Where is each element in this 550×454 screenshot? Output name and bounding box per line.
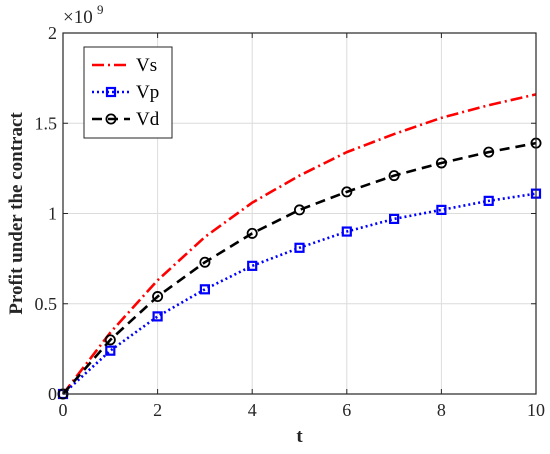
legend-entry-Vs: Vs: [92, 55, 157, 76]
series-Vd: [57, 137, 542, 400]
data-point-Vd: [388, 170, 400, 182]
series-line-Vs: [61, 93, 537, 395]
x-axis-label: t: [296, 426, 303, 447]
tick-marks: [62, 32, 537, 395]
legend-label: Vp: [136, 82, 159, 103]
tick-labels: 0 2 4 6 8 10 0 0.5 1 1.5 2: [35, 23, 546, 420]
data-point-Vd: [152, 291, 164, 303]
y-exponent-power: 9: [97, 2, 104, 17]
legend-marker: [105, 86, 117, 98]
series-Vp: [57, 188, 542, 400]
data-point-Vp: [294, 242, 305, 253]
data-point-Vd: [341, 186, 353, 198]
legend-label: Vs: [136, 55, 157, 76]
x-tick-label: 6: [342, 400, 351, 420]
legend-label: Vd: [136, 109, 160, 130]
data-point-Vp: [152, 311, 163, 322]
y-tick-label: 2: [48, 23, 57, 43]
y-tick-label: 1: [48, 204, 57, 224]
series-line-Vp: [62, 192, 537, 395]
x-tick-label: 2: [153, 400, 162, 420]
data-point-Vd: [104, 334, 116, 346]
series-layer: [57, 93, 542, 400]
data-point-Vd: [199, 256, 211, 268]
data-point-Vd: [435, 157, 447, 169]
y-axis-exponent: ×10 9: [63, 2, 104, 28]
data-point-Vp: [389, 213, 400, 225]
data-point-Vd: [293, 204, 305, 216]
data-point-Vp: [483, 195, 494, 206]
data-point-Vd: [246, 227, 258, 239]
data-point-Vp: [105, 345, 116, 356]
y-tick-label: 0: [48, 384, 57, 404]
series-Vs: [61, 93, 537, 395]
legend-entry-Vd: Vd: [92, 109, 160, 130]
x-tick-label: 10: [527, 400, 545, 420]
x-tick-label: 4: [248, 400, 257, 420]
series-line-Vd: [62, 141, 537, 395]
y-exponent-base: ×10: [63, 7, 93, 28]
x-tick-label: 0: [59, 400, 68, 420]
legend: Vs Vp Vd: [83, 46, 173, 139]
data-point-Vd: [483, 146, 495, 158]
y-tick-label: 1.5: [35, 113, 58, 133]
data-point-Vp: [247, 260, 258, 271]
data-point-Vp: [436, 204, 447, 215]
legend-entry-Vp: Vp: [92, 82, 159, 103]
y-tick-label: 0.5: [35, 294, 58, 314]
y-axis-label: Profit under the contract: [6, 112, 27, 315]
data-point-Vp: [199, 284, 210, 295]
x-tick-label: 8: [437, 400, 446, 420]
legend-marker: [105, 113, 117, 125]
data-point-Vp: [341, 226, 352, 237]
